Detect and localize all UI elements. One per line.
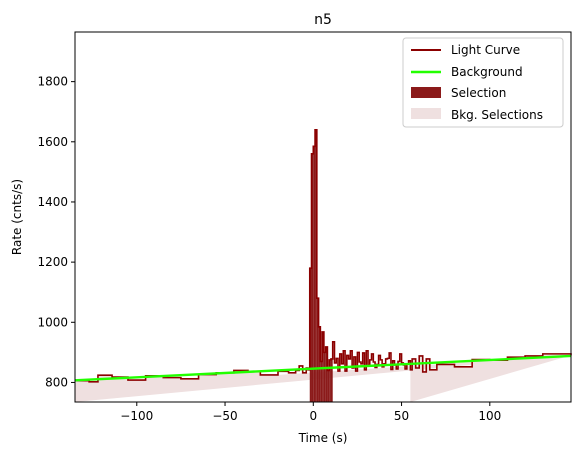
y-tick-label: 1200 [37,255,68,269]
selection-bar [322,331,324,402]
selection-bar [309,268,312,402]
selection-bar [316,298,319,402]
bkg-selection-layer [75,353,571,402]
legend-swatch-selection [411,87,441,98]
selection-bar [327,370,330,402]
selection-bar [320,361,323,402]
legend-box [402,37,564,128]
y-tick-label: 800 [45,375,68,389]
y-tick-label: 1600 [37,135,68,149]
selection-bar [323,352,326,402]
x-tick-label: −50 [212,409,237,423]
x-ticks: −100 −50 0 50 100 [120,402,501,423]
selection-bar [318,326,321,402]
selection-bar [329,359,331,402]
bkg-selection-region-2 [410,353,571,402]
selection-bar [330,358,333,402]
chart-title: n5 [314,12,332,28]
selection-bar [313,146,316,402]
y-tick-label: 1400 [37,195,68,209]
background-fit-line [74,354,572,382]
x-tick-label: 50 [394,409,409,423]
legend-label-bkg-selections: Bkg. Selections [451,108,543,122]
y-ticks: 800 1000 1200 1400 1600 1800 [37,75,75,389]
selection-bar [325,346,328,402]
legend: Light Curve Background Selection Bkg. Se… [402,37,564,128]
plot-frame [74,31,572,403]
x-tick-label: 100 [478,409,501,423]
background-fit-layer [74,354,572,382]
x-axis-label: Time (s) [298,431,348,445]
legend-label-background: Background [451,65,523,79]
y-tick-label: 1800 [37,75,68,89]
selection-bar [311,153,314,402]
x-tick-label: 0 [309,409,317,423]
legend-label-light-curve: Light Curve [451,43,520,57]
selection-layer [309,129,333,402]
y-tick-label: 1000 [37,315,68,329]
selection-bar [315,129,317,402]
legend-label-selection: Selection [451,86,506,100]
x-tick-label: −100 [120,409,153,423]
legend-swatch-bkg-selections [411,108,441,119]
y-axis-label: Rate (cnts/s) [10,179,24,255]
